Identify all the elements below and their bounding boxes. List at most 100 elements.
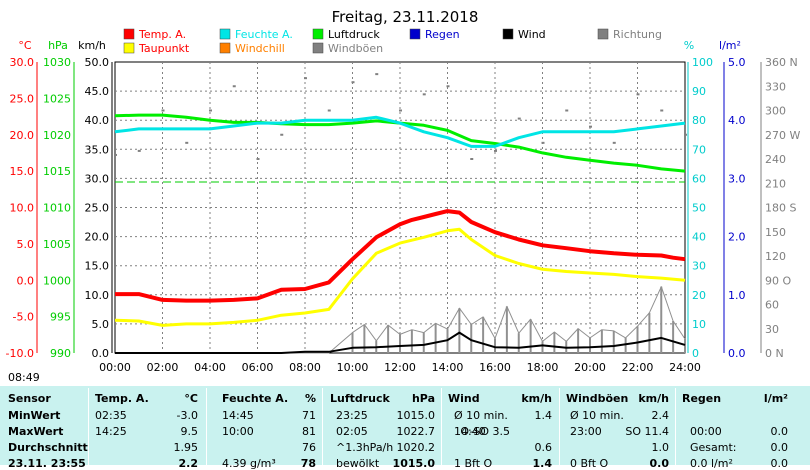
table-cell: 1.4: [532, 457, 553, 470]
y-tick-wind: 35.0: [85, 143, 110, 156]
y-tick-pressure: 1020: [43, 129, 71, 142]
x-tick-label: 06:00: [242, 361, 274, 374]
y-tick-pressure: 1010: [43, 202, 71, 215]
table-header: Regen: [682, 392, 722, 405]
y-tick-humidity: 30: [692, 260, 706, 273]
table-cell: -3.0: [176, 409, 198, 422]
y-axis-ticks: 30.025.020.015.010.05.00.0-5.0-10.010301…: [6, 56, 801, 360]
x-tick-label: 16:00: [479, 361, 511, 374]
axis-unit-temp: °C: [18, 39, 32, 52]
table-header: Feuchte A.: [222, 392, 289, 405]
direction-point: [446, 85, 450, 88]
table-cell: 1 Bft O: [454, 457, 493, 470]
table-cell: 0 Bft O: [570, 457, 609, 470]
y-tick-wind: 5.0: [92, 318, 110, 331]
legend-swatch: [219, 42, 231, 54]
y-tick-rain: 5.0: [728, 56, 746, 69]
table-cell: 0.0: [649, 457, 670, 470]
y-tick-rain: 0.0: [728, 347, 746, 360]
direction-point: [209, 109, 212, 112]
table-header: Sensor: [8, 392, 51, 405]
table-cell: 0.0 l/m²: [690, 457, 733, 470]
y-tick-wind: 0.0: [92, 347, 110, 360]
y-tick-humidity: 90: [692, 85, 706, 98]
y-tick-rain: 4.0: [728, 114, 746, 127]
table-cell: 1020.2: [396, 441, 436, 454]
y-tick-direction: 30: [765, 323, 779, 336]
direction-point: [565, 109, 569, 112]
table-row-label: 23.11. 23:55: [8, 457, 86, 470]
direction-point: [256, 158, 260, 160]
y-tick-pressure: 1005: [43, 238, 71, 251]
table-cell: 14:25: [95, 425, 127, 438]
table-cell: 4.39 g/m³: [222, 457, 276, 470]
legend-swatch: [597, 28, 609, 40]
table-cell: 76: [302, 441, 316, 454]
table-header: km/h: [521, 392, 552, 405]
y-tick-direction: 240: [765, 153, 786, 166]
legend-label: Windböen: [328, 42, 383, 55]
x-tick-label: 04:00: [194, 361, 226, 374]
direction-point: [232, 85, 236, 88]
x-tick-label: 18:00: [527, 361, 559, 374]
direction-point: [636, 93, 640, 96]
y-tick-humidity: 50: [692, 202, 706, 215]
table-cell: 1015.0: [392, 457, 435, 470]
y-tick-wind: 25.0: [85, 202, 110, 215]
y-tick-wind: 20.0: [85, 231, 110, 244]
table-cell: 0.6: [534, 441, 553, 454]
y-tick-temp: 0.0: [17, 274, 35, 287]
table-header: %: [304, 392, 316, 405]
series-line-wind: [115, 331, 686, 354]
y-tick-pressure: 1025: [43, 92, 71, 105]
y-tick-humidity: 20: [692, 289, 706, 302]
y-tick-humidity: 10: [692, 318, 706, 331]
y-tick-temp: -5.0: [13, 311, 34, 324]
x-tick-label: 08:00: [289, 361, 321, 374]
y-tick-direction: 150: [765, 226, 786, 239]
x-tick-label: 24:00: [669, 361, 701, 374]
x-tick-label: 14:00: [432, 361, 464, 374]
table-cell: 10:00: [222, 425, 254, 438]
direction-point: [660, 109, 664, 112]
x-tick-label: 10:00: [337, 361, 369, 374]
table-cell: 0.0: [770, 457, 789, 470]
legend-label: Feuchte A.: [235, 28, 293, 41]
y-tick-direction: 180 S: [765, 202, 796, 215]
y-tick-pressure: 990: [50, 347, 71, 360]
y-tick-humidity: 80: [692, 114, 706, 127]
table-row-label: Durchschnitt: [8, 441, 88, 454]
table-cell: Ø 10 min.: [570, 409, 624, 422]
legend-swatch: [502, 28, 514, 40]
y-tick-pressure: 1015: [43, 165, 71, 178]
table-cell: 1.95: [173, 441, 199, 454]
legend-label: Temp. A.: [138, 28, 186, 41]
direction-point: [351, 81, 355, 84]
x-tick-label: 22:00: [622, 361, 654, 374]
table-cell: ^1.3hPa/h: [336, 441, 394, 454]
table-header: Wind: [448, 392, 480, 405]
direction-point: [494, 149, 497, 152]
y-tick-direction: 120: [765, 250, 786, 263]
legend-label: Regen: [425, 28, 460, 41]
y-tick-temp: 20.0: [10, 129, 35, 142]
table-cell: 71: [302, 409, 316, 422]
legend-swatch: [123, 42, 135, 54]
table-cell: Ø 10 min.: [454, 409, 508, 422]
direction-point: [589, 125, 592, 128]
axis-unit-wind: km/h: [78, 39, 106, 52]
legend-swatch: [123, 28, 135, 40]
y-tick-rain: 3.0: [728, 172, 746, 185]
table-cell: bewölkt: [336, 457, 380, 470]
table-cell: 14:40: [454, 425, 486, 438]
table-cell: 2.4: [651, 409, 670, 422]
chart-title: Freitag, 23.11.2018: [332, 8, 479, 26]
y-tick-direction: 300: [765, 105, 786, 118]
y-tick-direction: 90 O: [765, 274, 791, 287]
y-tick-wind: 15.0: [85, 260, 110, 273]
y-tick-direction: 270 W: [765, 129, 800, 142]
direction-point: [161, 109, 165, 112]
direction-point: [375, 73, 379, 76]
y-tick-humidity: 0: [692, 347, 699, 360]
direction-point: [684, 133, 687, 136]
